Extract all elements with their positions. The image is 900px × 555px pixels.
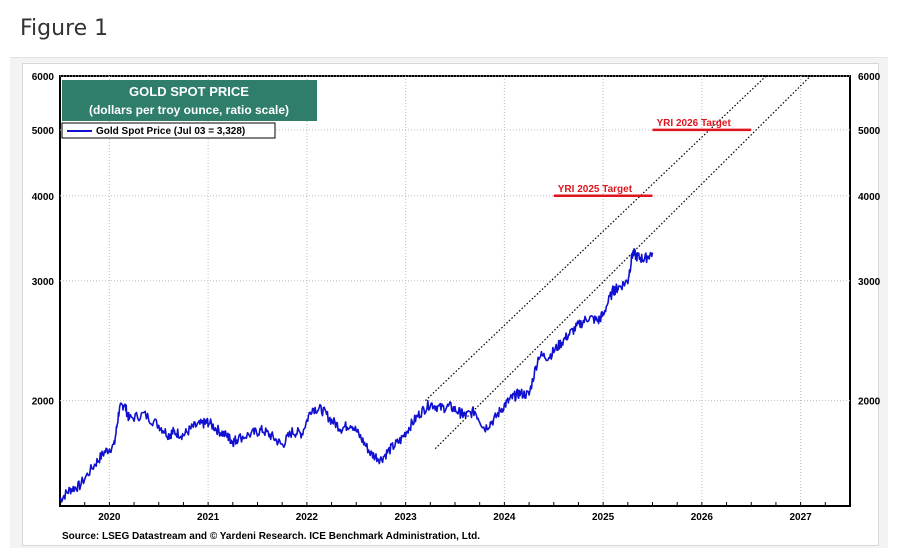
y-tick-label-left: 5000 (32, 126, 55, 137)
title-box-bg (62, 80, 317, 121)
x-tick-label: 2020 (98, 512, 121, 523)
x-tick-label: 2022 (296, 512, 319, 523)
x-tick-label: 2024 (493, 512, 516, 523)
series-layer (59, 248, 654, 503)
x-tick-label: 2021 (197, 512, 220, 523)
figure-label: Figure 1 (20, 16, 109, 41)
annotation-layer: YRI 2025 Target YRI 2026 Target (553, 118, 752, 198)
series-line (59, 248, 654, 503)
legend-entry: Gold Spot Price (Jul 03 = 3,328) (96, 126, 245, 137)
y-tick-label-left: 4000 (32, 192, 55, 203)
legend-box (61, 122, 276, 139)
target-label-1: YRI 2025 Target (558, 184, 633, 195)
y-tick-label-left: 6000 (32, 72, 55, 83)
x-tick-label: 2023 (395, 512, 418, 523)
target-label-2: YRI 2026 Target (657, 118, 732, 129)
chart-subtitle: (dollars per troy ounce, ratio scale) (89, 103, 289, 117)
y-tick-label-right: 2000 (858, 397, 881, 408)
y-tick-label-right: 3000 (858, 277, 881, 288)
x-tick-label: 2025 (592, 512, 615, 523)
y-tick-label-right: 6000 (858, 72, 881, 83)
y-tick-label-left: 3000 (32, 277, 55, 288)
y-tick-label-right: 5000 (858, 126, 881, 137)
title-box: GOLD SPOT PRICE (dollars per troy ounce,… (62, 80, 317, 121)
tick-layer: 2000 2000 3000 3000 4000 4000 5000 5000 6000 6000… (32, 72, 881, 523)
trend-channel-lower (434, 75, 811, 450)
source-note: Source: LSEG Datastream and © Yardeni Re… (62, 531, 480, 542)
chart-title: GOLD SPOT PRICE (129, 84, 249, 99)
plot-area-border (59, 75, 851, 507)
x-tick-label: 2026 (691, 512, 714, 523)
legend: Gold Spot Price (Jul 03 = 3,328) (61, 122, 276, 139)
y-tick-label-left: 2000 (32, 397, 55, 408)
y-tick-label-right: 4000 (858, 192, 881, 203)
x-tick-label: 2027 (790, 512, 813, 523)
